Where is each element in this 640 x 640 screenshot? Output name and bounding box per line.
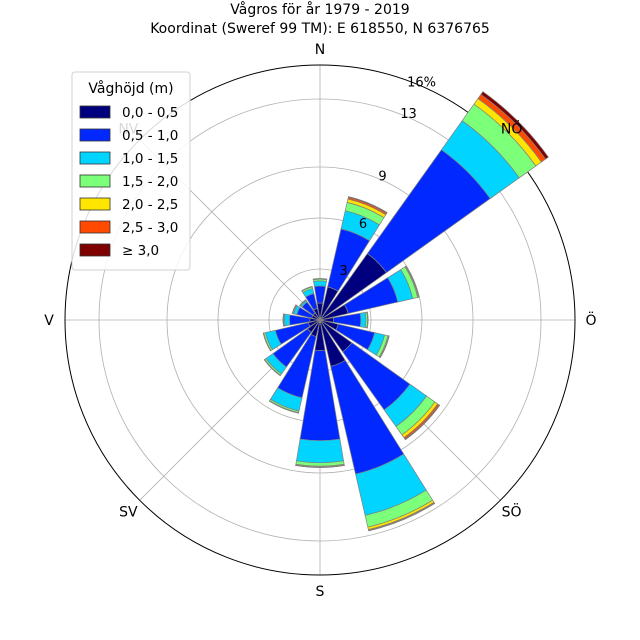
bar-dir10-bin5 bbox=[263, 359, 281, 377]
legend-swatch-0 bbox=[79, 105, 111, 119]
bar-dir12-bin5 bbox=[282, 313, 285, 327]
direction-label-1: NÖ bbox=[501, 119, 523, 137]
legend-entry-5: 2,5 - 3,0 bbox=[122, 220, 178, 236]
bar-dir0-bin1 bbox=[313, 285, 327, 304]
legend-swatch-5 bbox=[79, 220, 111, 234]
bar-dir5-bin6 bbox=[379, 335, 390, 359]
legend-swatch-4 bbox=[79, 197, 111, 211]
bar-dir3-bin6 bbox=[405, 265, 420, 298]
bar-dir6-bin6 bbox=[404, 404, 441, 441]
legend-title: Våghöjd (m) bbox=[88, 80, 173, 97]
bar-dir13-bin5 bbox=[291, 304, 297, 315]
direction-labels: NNÖÖSÖSSVVNV bbox=[44, 42, 596, 600]
bar-dir8-bin2 bbox=[296, 438, 344, 464]
bar-dir0-bin5 bbox=[312, 278, 328, 280]
legend-entry-6: ≥ 3,0 bbox=[122, 243, 159, 259]
legend-swatch-3 bbox=[79, 174, 111, 188]
radial-labels: 3 6 9 13 16% bbox=[339, 75, 436, 278]
radial-tick-label-4: 16% bbox=[407, 75, 436, 90]
ring-9 bbox=[166, 166, 474, 474]
legend-swatch-2 bbox=[79, 151, 111, 165]
bar-dir11-bin5 bbox=[262, 332, 272, 352]
direction-label-5: SV bbox=[119, 505, 138, 521]
bar-dir1-bin6 bbox=[347, 196, 388, 214]
legend-swatch-6 bbox=[79, 243, 111, 257]
legend-frame bbox=[71, 71, 191, 271]
radial-tick-label-0: 3 bbox=[339, 264, 347, 279]
bar-dir0-bin2 bbox=[313, 280, 327, 287]
direction-label-4: S bbox=[316, 584, 325, 600]
radial-tick-label-1: 6 bbox=[359, 217, 367, 232]
ring-13 bbox=[98, 98, 542, 542]
bar-dir9-bin5 bbox=[268, 400, 299, 414]
bar-dir14-bin5 bbox=[299, 299, 307, 307]
bar-dir4-bin5 bbox=[366, 311, 369, 329]
bar-dir4-bin2 bbox=[359, 312, 367, 328]
legend-entry-2: 1,0 - 1,5 bbox=[122, 151, 178, 167]
legend-entry-4: 2,0 - 2,5 bbox=[122, 197, 178, 213]
chart-title-line1: Vågros för år 1979 - 2019 bbox=[230, 1, 409, 18]
bar-dir7-bin6 bbox=[368, 502, 436, 532]
direction-label-0: N bbox=[315, 42, 325, 58]
legend: Våghöjd (m) 0,0 - 0,5 0,5 - 1,0 1,0 - 1,5 1,… bbox=[71, 71, 191, 271]
legend-swatch-1 bbox=[79, 128, 111, 142]
bar-dir2-bin6 bbox=[480, 91, 549, 160]
direction-label-2: Ö bbox=[585, 311, 596, 329]
direction-label-3: SÖ bbox=[502, 503, 522, 521]
bars-group bbox=[262, 91, 549, 532]
radial-tick-label-3: 13 bbox=[400, 107, 417, 122]
chart-title-line2: Koordinat (Sweref 99 TM): E 618550, N 63… bbox=[150, 21, 490, 37]
bar-dir12-bin2 bbox=[283, 313, 291, 327]
legend-entry-3: 1,5 - 2,0 bbox=[122, 174, 178, 190]
legend-entry-1: 0,5 - 1,0 bbox=[122, 128, 178, 144]
radial-tick-label-2: 9 bbox=[378, 170, 386, 185]
legend-entry-0: 0,0 - 0,5 bbox=[122, 105, 178, 121]
bar-dir8-bin6 bbox=[295, 464, 345, 468]
ring-16 bbox=[64, 64, 576, 576]
bar-dir15-bin5 bbox=[301, 285, 313, 292]
direction-label-6: V bbox=[44, 313, 54, 329]
